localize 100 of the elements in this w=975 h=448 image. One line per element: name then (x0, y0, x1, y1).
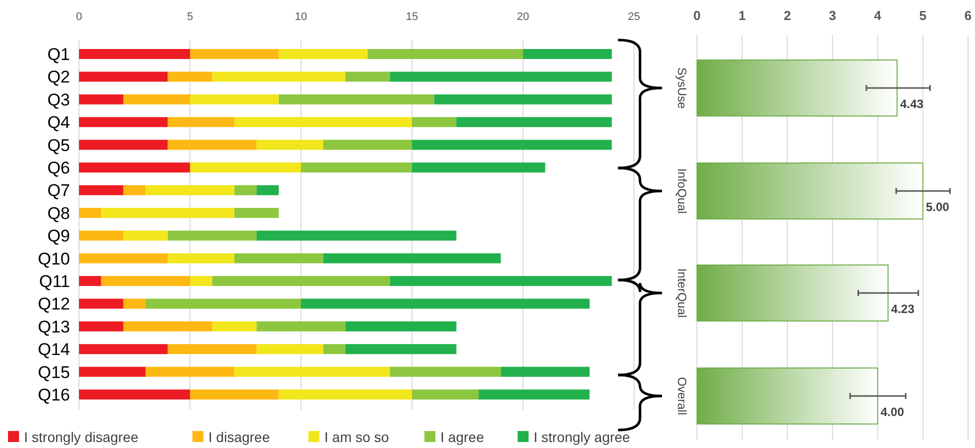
bar (234, 117, 412, 128)
bar (212, 72, 346, 82)
y-tick-label: Q11 (39, 272, 70, 291)
bar (79, 344, 168, 354)
bar (523, 49, 612, 59)
bar (234, 366, 390, 377)
bar (146, 185, 234, 196)
bar (79, 298, 124, 309)
x-tick-label: 25 (628, 11, 640, 23)
x-tick-label: 5 (919, 8, 926, 23)
bar (168, 72, 212, 82)
bar (412, 390, 479, 400)
y-tick-label: Q9 (47, 226, 70, 246)
legend-label: I strongly agree (534, 429, 630, 445)
bar (301, 298, 590, 309)
bar (190, 49, 279, 59)
bar (345, 321, 456, 332)
bar (696, 162, 924, 220)
bar (434, 94, 612, 104)
bar (456, 117, 612, 128)
bar (79, 230, 124, 241)
legend-label: I disagree (208, 429, 270, 445)
bar (500, 366, 590, 377)
legend-label: I agree (440, 429, 484, 445)
x-tick-label: 4 (874, 8, 882, 23)
bar (412, 117, 456, 128)
x-tick-label: 0 (76, 11, 82, 23)
bar (368, 49, 523, 59)
data-label: 4.00 (880, 405, 904, 419)
bar (123, 321, 212, 332)
bar (190, 94, 279, 104)
bar (79, 140, 168, 150)
bar (412, 140, 612, 150)
x-tick-label: 1 (738, 8, 746, 23)
y-tick-label: SysUse (675, 67, 689, 109)
bar (278, 49, 368, 59)
bar (390, 276, 612, 286)
bar (323, 253, 501, 264)
bar (478, 390, 590, 400)
bar (234, 185, 257, 196)
bar (168, 230, 257, 241)
y-tick-label: Q1 (47, 45, 70, 64)
bar (390, 72, 612, 82)
bar (79, 117, 168, 128)
y-tick-label: Q6 (47, 158, 70, 178)
bar (101, 276, 190, 286)
x-tick-label: 6 (964, 8, 972, 23)
x-tick-label: 15 (406, 11, 418, 23)
bar (79, 72, 168, 82)
bar (123, 298, 146, 309)
bar (79, 366, 146, 377)
bar (256, 321, 346, 332)
bar (79, 162, 190, 172)
bar (323, 344, 346, 354)
bar (168, 140, 257, 150)
bar (79, 185, 124, 196)
data-label: 4.43 (900, 97, 924, 111)
bar (696, 368, 878, 424)
y-tick-label: Q3 (47, 90, 70, 110)
bar (278, 390, 412, 400)
bar (212, 276, 390, 286)
bar (79, 253, 168, 264)
bar (256, 230, 456, 241)
bar (412, 162, 546, 172)
y-tick-label: Q2 (47, 68, 70, 87)
bar (212, 321, 257, 332)
x-tick-label: 10 (294, 11, 308, 23)
bar (256, 344, 324, 354)
y-tick-label: Q15 (38, 362, 70, 382)
x-tick-label: 3 (828, 8, 836, 23)
bar (123, 94, 190, 104)
y-tick-label: Q16 (38, 386, 70, 404)
bar (79, 390, 190, 400)
x-tick-label: 2 (784, 8, 791, 23)
bar (278, 94, 434, 104)
legend-label: I am so so (324, 429, 390, 445)
bar (696, 60, 898, 116)
bar (190, 276, 212, 286)
bar (345, 344, 456, 354)
y-tick-label: Q7 (47, 181, 70, 200)
y-tick-label: Q13 (38, 317, 70, 336)
bar (79, 208, 102, 218)
bar (168, 117, 234, 128)
y-tick-label: InterQual (675, 268, 689, 318)
y-tick-label: Q14 (38, 340, 70, 360)
x-tick-label: 0 (693, 8, 701, 23)
x-tick-label: 5 (186, 11, 194, 23)
y-tick-label: Overall (675, 376, 689, 416)
bar (390, 366, 501, 377)
bar (234, 253, 324, 264)
bar (190, 162, 301, 172)
data-label: 5.00 (926, 200, 950, 214)
y-tick-label: Q10 (38, 249, 70, 268)
y-tick-label: Q12 (38, 294, 70, 314)
bar (168, 344, 257, 354)
y-tick-label: Q5 (47, 136, 70, 155)
bar (79, 49, 190, 59)
bar (79, 94, 124, 104)
y-tick-label: Q4 (47, 113, 70, 132)
y-tick-label: InfoQual (675, 168, 689, 214)
